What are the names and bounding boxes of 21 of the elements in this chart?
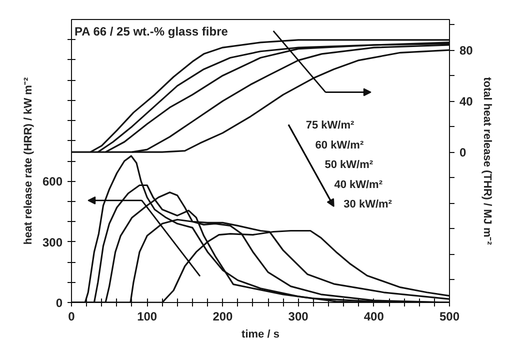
annotation: 30 kW/m² bbox=[344, 198, 392, 210]
chart-title: PA 66 / 25 wt.-% glass fibre bbox=[74, 24, 228, 39]
y-axis-title: heat release rate (HRR) / kW m⁻² bbox=[22, 77, 34, 245]
y-tick-label: 0 bbox=[56, 296, 63, 310]
x-tick-label: 400 bbox=[364, 310, 384, 324]
annotation: 60 kW/m² bbox=[315, 139, 364, 152]
x-axis-title: time / s bbox=[242, 328, 280, 340]
x-tick-label: 200 bbox=[212, 310, 234, 324]
x-tick-label: 300 bbox=[288, 310, 309, 324]
y-tick-label: 300 bbox=[42, 235, 63, 250]
x-tick-label: 100 bbox=[137, 310, 158, 324]
x-tick-label: 500 bbox=[439, 310, 460, 324]
annotation: 50 kW/m² bbox=[324, 159, 374, 172]
y2-tick-label: 80 bbox=[460, 44, 474, 58]
y-tick-label: 600 bbox=[42, 174, 63, 189]
y2-axis-title: total heat release (THR) / MJ m⁻² bbox=[480, 77, 493, 246]
y2-tick-label: 40 bbox=[460, 94, 474, 109]
annotation: 75 kW/m² bbox=[306, 120, 354, 132]
y2-tick-label: 0 bbox=[460, 146, 466, 160]
x-tick-label: 0 bbox=[68, 310, 76, 324]
annotation: 40 kW/m² bbox=[334, 178, 383, 191]
